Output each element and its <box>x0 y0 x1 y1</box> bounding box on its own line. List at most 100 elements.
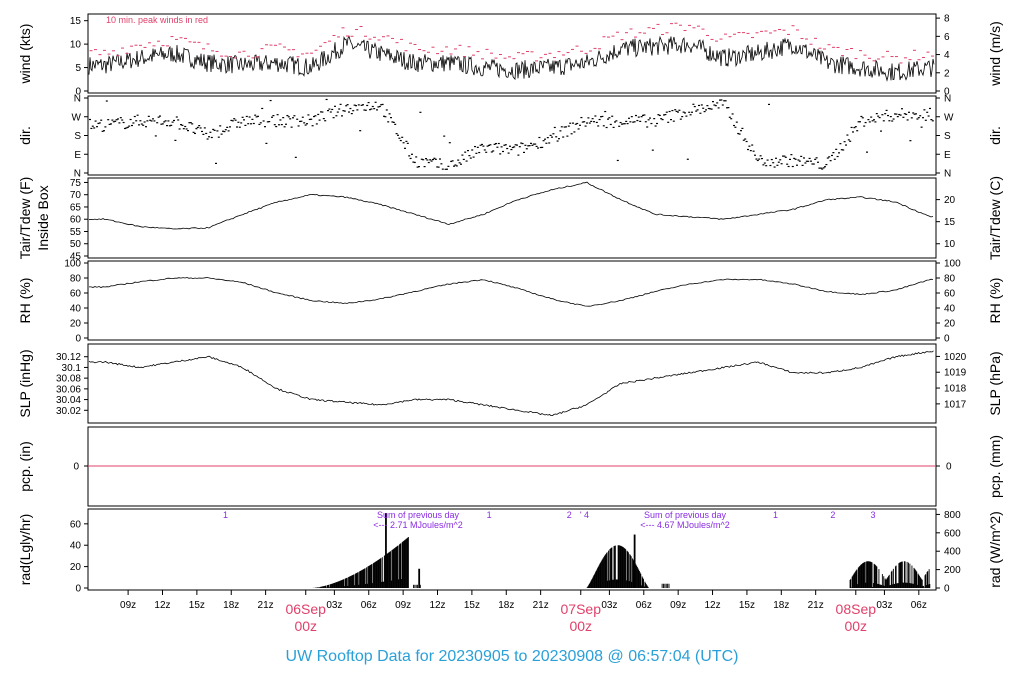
rad-day-sum-value: <--- 2.71 MJoules/m^2 <box>373 520 463 530</box>
panel-frame-temp <box>87 177 937 259</box>
rad-day-sum-label: Sum of previous day <box>377 510 460 520</box>
ytick-label-right-rad: 400 <box>944 547 961 558</box>
panel-frame-wind <box>87 13 937 94</box>
ytick-label-left-temp: 65 <box>70 202 82 213</box>
ytick-label-left-dir: S <box>74 131 81 142</box>
ytick-label-left-rad: 0 <box>75 584 81 595</box>
ytick-label-right-rad: 600 <box>944 528 961 539</box>
ytick-label-left-rh: 60 <box>70 289 82 300</box>
ytick-label-left-pcp: 0 <box>73 462 79 473</box>
xtick-label: 15z <box>739 600 755 611</box>
panel-frame-rh <box>87 260 937 341</box>
ytick-label-right-rh: 60 <box>944 289 956 300</box>
ytick-label-right-temp: 20 <box>944 195 956 206</box>
xtick-label: 18z <box>498 600 514 611</box>
ytick-label-right-slp: 1018 <box>944 384 967 395</box>
ytick-label-right-rad: 800 <box>944 510 961 521</box>
ytick-label-left-temp: 75 <box>70 178 82 189</box>
ytick-label-left-rad: 20 <box>70 562 82 573</box>
ylabel-left-slp: SLP (inHg) <box>17 349 33 417</box>
date-label: 06Sep <box>285 601 326 617</box>
ytick-label-right-slp: 1019 <box>944 368 967 379</box>
ytick-label-right-wind: 4 <box>944 50 950 61</box>
ytick-label-left-rh: 80 <box>70 274 82 285</box>
ytick-label-left-slp: 30.04 <box>56 395 81 406</box>
ytick-label-left-slp: 30.08 <box>56 374 81 385</box>
series-slp <box>88 350 934 417</box>
xtick-label: 03z <box>326 600 342 611</box>
ytick-label-left-slp: 30.06 <box>56 384 81 395</box>
rad-marker: 1 <box>223 510 228 520</box>
ytick-label-right-dir: N <box>944 94 951 105</box>
wind-annotation: 10 min. peak winds in red <box>106 15 208 25</box>
panel-frame-slp <box>87 343 937 424</box>
ytick-label-right-temp: 10 <box>944 239 956 250</box>
ylabel-left-rh: RH (%) <box>17 278 33 324</box>
ytick-label-right-rh: 40 <box>944 304 956 315</box>
date-time-label: 00z <box>294 618 317 634</box>
rad-marker: ' <box>580 510 582 520</box>
ytick-label-right-wind: 2 <box>944 68 950 79</box>
date-label: 07Sep <box>561 601 602 617</box>
ytick-label-left-dir: N <box>74 169 81 180</box>
rad-marker: 4 <box>584 510 589 520</box>
ytick-label-left-dir: E <box>74 150 81 161</box>
ytick-label-left-dir: W <box>72 112 82 123</box>
ylabel-left-pcp: pcp. (in) <box>17 441 33 492</box>
ytick-label-left-temp: 55 <box>70 227 82 238</box>
rad-marker: 3 <box>870 510 875 520</box>
ytick-label-right-rad: 0 <box>944 584 950 595</box>
xtick-label: 03z <box>876 600 892 611</box>
ylabel-right-pcp: pcp. (mm) <box>987 435 1003 498</box>
ytick-label-right-slp: 1020 <box>944 352 967 363</box>
xtick-label: 06z <box>911 600 927 611</box>
ytick-label-left-dir: N <box>74 94 81 105</box>
xtick-label: 09z <box>670 600 686 611</box>
xtick-label: 09z <box>120 600 136 611</box>
xtick-label: 12z <box>704 600 720 611</box>
xtick-label: 06z <box>361 600 377 611</box>
ytick-label-left-temp: 45 <box>70 252 82 263</box>
xtick-label: 18z <box>223 600 239 611</box>
rad-marker: 1 <box>487 510 492 520</box>
ytick-label-right-slp: 1017 <box>944 399 967 410</box>
ytick-label-left-rad: 60 <box>70 519 82 530</box>
xtick-label: 21z <box>533 600 549 611</box>
ylabel-left-temp: Tair/Tdew (F) <box>17 177 33 259</box>
chart-title: UW Rooftop Data for 20230905 to 20230908… <box>285 648 739 665</box>
ytick-label-left-wind: 10 <box>70 40 82 51</box>
rad-marker: 2 <box>567 510 572 520</box>
ytick-label-left-rh: 0 <box>75 334 81 345</box>
ytick-label-left-rad: 40 <box>70 541 82 552</box>
ytick-label-left-wind: 15 <box>70 16 82 27</box>
ylabel-right-rh: RH (%) <box>987 278 1003 324</box>
rad-marker: 2 <box>830 510 835 520</box>
ytick-label-right-dir: W <box>944 112 954 123</box>
series-temperature <box>88 181 934 230</box>
series-wind-mean <box>88 35 935 82</box>
ylabel-left-wind: wind (kts) <box>17 24 33 85</box>
rad-day-sum-value: <--- 4.67 MJoules/m^2 <box>640 520 730 530</box>
xtick-label: 21z <box>258 600 274 611</box>
ytick-label-right-rh: 0 <box>944 334 950 345</box>
panel-frame-rad <box>87 508 937 591</box>
series-rh <box>89 277 934 307</box>
ylabel-right-temp: Tair/Tdew (C) <box>987 176 1003 260</box>
xtick-label: 03z <box>601 600 617 611</box>
ylabel-right-wind: wind (m/s) <box>987 21 1003 87</box>
xtick-label: 12z <box>154 600 170 611</box>
ylabel-right-dir: dir. <box>987 126 1003 145</box>
ytick-label-left-slp: 30.1 <box>62 363 82 374</box>
ytick-label-right-rad: 200 <box>944 565 961 576</box>
xtick-label: 09z <box>395 600 411 611</box>
ytick-label-right-wind: 8 <box>944 14 950 25</box>
ytick-label-right-dir: N <box>944 169 951 180</box>
xtick-label: 18z <box>773 600 789 611</box>
ylabel-left-dir: dir. <box>17 126 33 145</box>
ytick-label-right-pcp: 0 <box>946 462 952 473</box>
xtick-label: 21z <box>808 600 824 611</box>
date-label: 08Sep <box>836 601 877 617</box>
ytick-label-right-dir: S <box>944 131 951 142</box>
ylabel-right-rad: rad (W/m^2) <box>987 511 1003 588</box>
